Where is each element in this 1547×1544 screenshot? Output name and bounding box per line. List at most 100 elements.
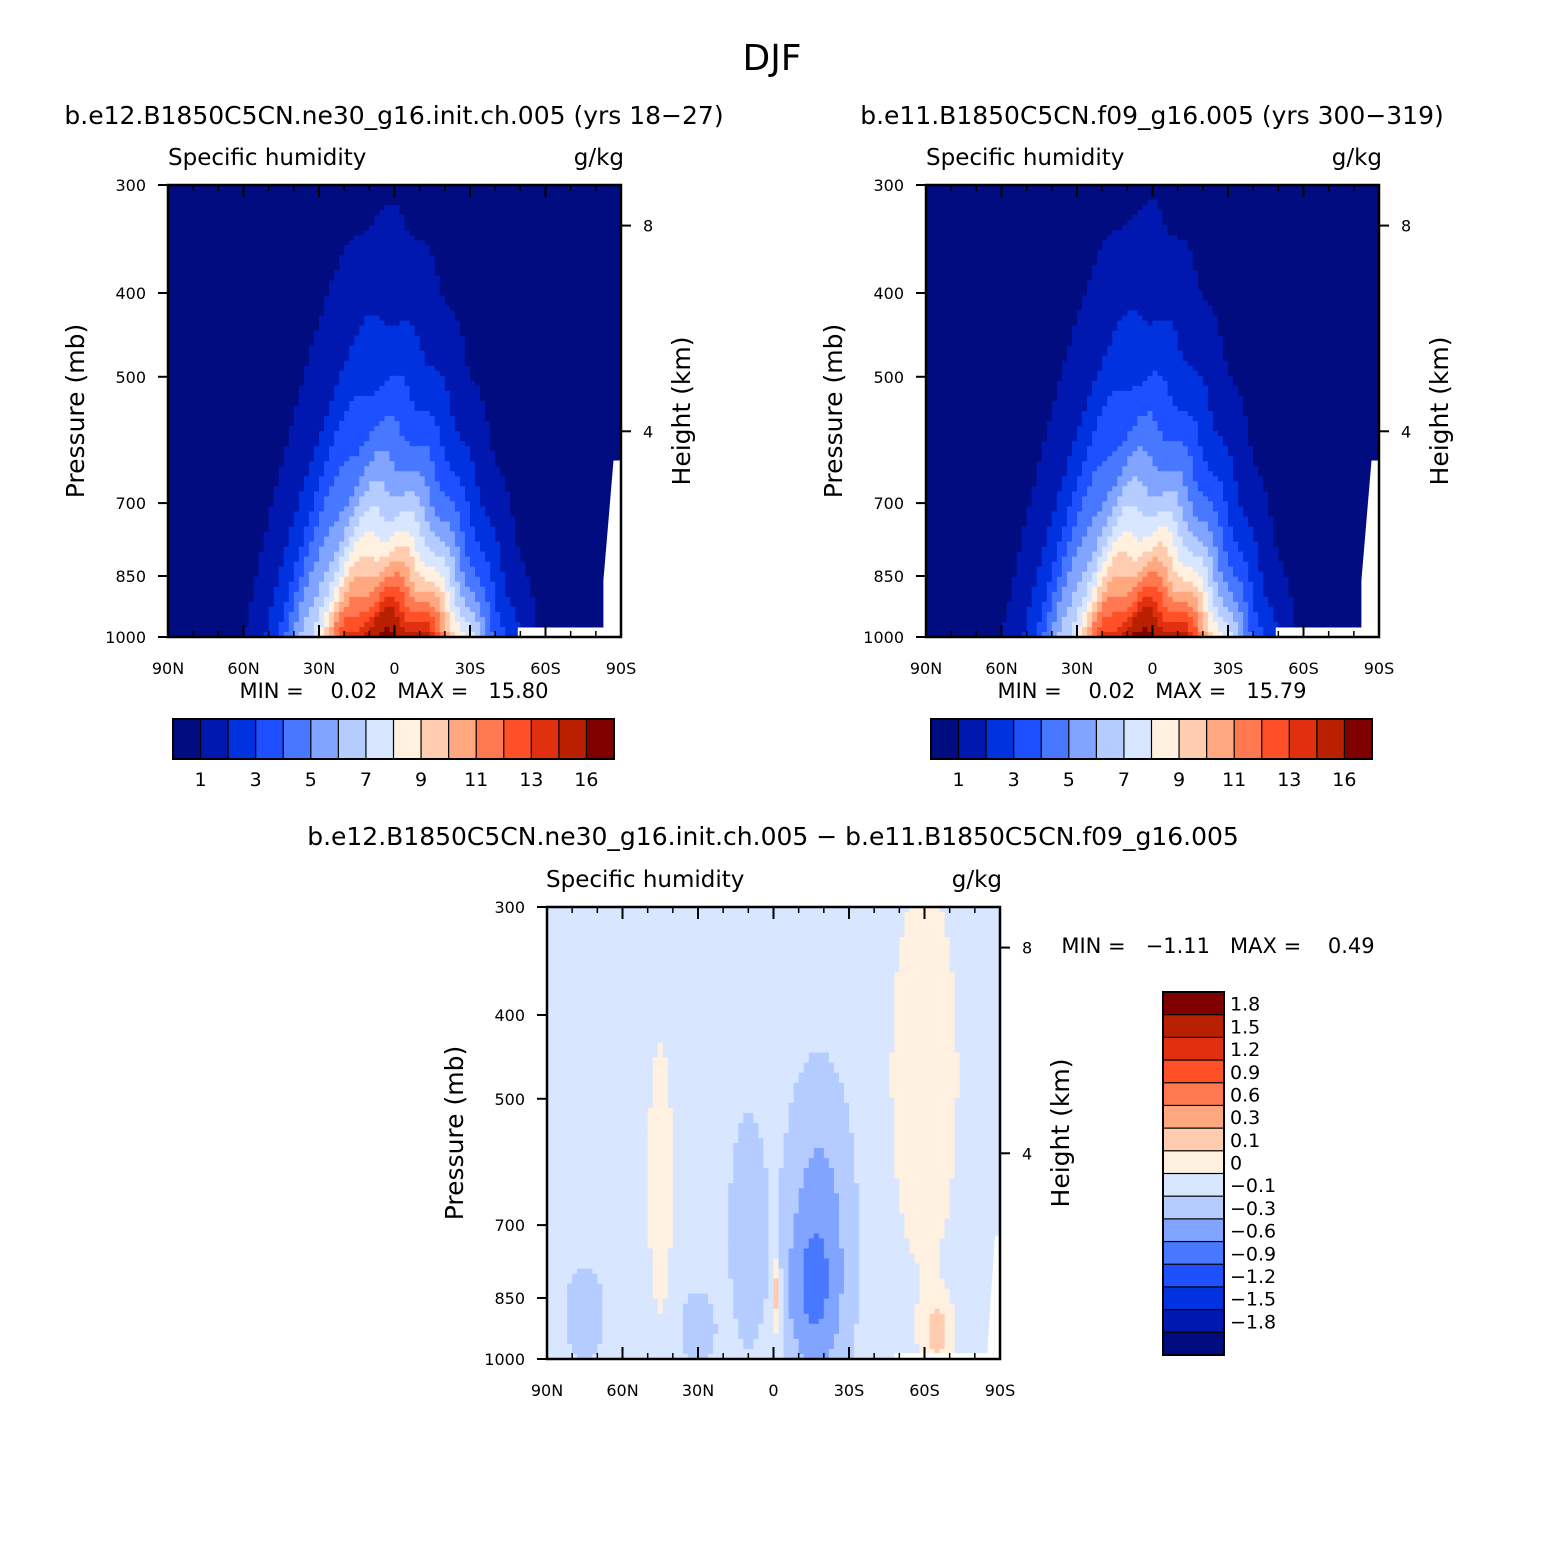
contour-cell — [404, 456, 411, 462]
contour-cell — [510, 335, 516, 342]
contour-cell — [610, 400, 617, 407]
contour-cell — [273, 400, 280, 407]
contour-cell — [173, 320, 179, 327]
contour-cell — [203, 210, 209, 216]
contour-cell — [243, 446, 250, 452]
contour-cell — [520, 240, 526, 246]
contour-cell — [399, 395, 406, 402]
contour-cell — [555, 190, 562, 196]
contour-cell — [384, 355, 391, 362]
contour-cell — [218, 255, 224, 261]
contour-cell — [399, 215, 406, 221]
contour-cell — [298, 230, 305, 236]
contour-cell — [223, 416, 229, 422]
contour-cell — [459, 265, 466, 271]
contour-cell — [409, 441, 416, 447]
contour-cell — [198, 240, 204, 246]
contour-cell — [414, 250, 421, 256]
contour-cell — [605, 275, 612, 282]
contour-cell — [490, 310, 496, 317]
contour-cell — [223, 210, 229, 216]
contour-cell — [243, 380, 250, 387]
contour-cell — [404, 380, 411, 387]
contour-cell — [505, 451, 511, 457]
contour-cell — [449, 355, 456, 362]
contour-cell — [535, 385, 542, 392]
contour-cell — [565, 195, 572, 201]
contour-cell — [575, 315, 582, 322]
contour-cell — [480, 451, 486, 457]
contour-cell — [283, 235, 290, 241]
contour-cell — [344, 330, 350, 337]
contour-cell — [570, 390, 577, 397]
contour-cell — [303, 416, 310, 422]
contour-cell — [339, 456, 345, 462]
contour-cell — [379, 355, 386, 362]
contour-cell — [409, 375, 416, 382]
contour-cell — [394, 320, 401, 327]
contour-cell — [349, 456, 355, 462]
contour-cell — [349, 200, 355, 206]
contour-cell — [475, 220, 481, 226]
contour-cell — [208, 230, 214, 236]
contour-cell — [374, 185, 380, 191]
contour-cell — [399, 265, 406, 271]
contour-cell — [490, 421, 496, 427]
contour-cell — [615, 255, 621, 261]
contour-cell — [525, 185, 531, 191]
contour-cell — [500, 240, 506, 246]
contour-cell — [349, 451, 355, 457]
contour-cell — [223, 300, 229, 307]
contour-cell — [203, 235, 209, 241]
contour-cell — [575, 310, 582, 317]
contour-cell — [540, 275, 547, 282]
contour-cell — [263, 325, 270, 332]
contour-cell — [464, 285, 471, 292]
contour-cell — [213, 441, 219, 447]
contour-cell — [470, 315, 476, 322]
contour-cell — [253, 360, 260, 367]
contour-cell — [414, 200, 421, 206]
contour-cell — [369, 275, 375, 282]
contour-cell — [379, 315, 386, 322]
contour-cell — [449, 421, 456, 427]
contour-cell — [555, 400, 562, 407]
contour-cell — [535, 195, 542, 201]
contour-cell — [354, 426, 360, 432]
contour-cell — [233, 340, 240, 347]
contour-cell — [525, 370, 531, 377]
contour-cell — [449, 400, 456, 407]
contour-cell — [409, 200, 416, 206]
contour-cell — [404, 240, 411, 246]
contour-cell — [570, 195, 577, 201]
contour-cell — [459, 215, 466, 221]
contour-cell — [605, 315, 612, 322]
contour-cell — [288, 315, 295, 322]
contour-cell — [278, 235, 285, 241]
contour-cell — [263, 265, 270, 271]
contour-cell — [419, 405, 426, 412]
contour-cell — [585, 365, 592, 372]
contour-cell — [475, 200, 481, 206]
contour-cell — [535, 380, 542, 387]
contour-cell — [550, 320, 557, 327]
contour-cell — [409, 370, 416, 377]
contour-cell — [530, 456, 537, 462]
contour-cell — [530, 290, 537, 297]
contour-cell — [414, 416, 421, 422]
contour-cell — [409, 315, 416, 322]
contour-cell — [303, 456, 310, 462]
contour-cell — [434, 195, 441, 201]
contour-cell — [178, 375, 184, 382]
contour-cell — [374, 416, 380, 422]
contour-cell — [515, 320, 521, 327]
contour-cell — [404, 370, 411, 377]
contour-cell — [459, 431, 466, 437]
contour-cell — [233, 325, 240, 332]
contour-cell — [444, 240, 451, 246]
contour-cell — [248, 360, 255, 367]
contour-cell — [344, 370, 350, 377]
contour-cell — [500, 185, 506, 191]
contour-cell — [329, 416, 335, 422]
contour-cell — [369, 255, 375, 261]
